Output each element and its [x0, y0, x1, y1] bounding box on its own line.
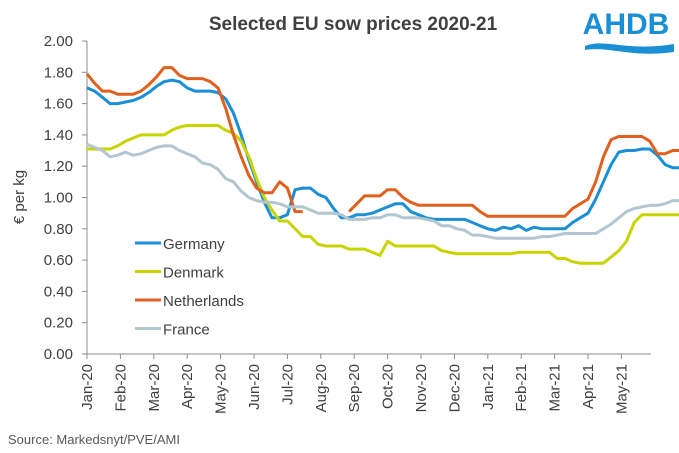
x-tick-label: Mar-21	[547, 364, 564, 412]
series-line-france	[86, 142, 679, 240]
chart-title: Selected EU sow prices 2020-21	[209, 14, 498, 35]
y-tick-label: 1.80	[44, 64, 73, 81]
x-tick-label: Nov-20	[413, 364, 430, 412]
y-tick-label: 0.40	[44, 283, 73, 300]
x-tick-label: Jan-21	[480, 364, 497, 410]
y-axis-title: € per kg	[11, 170, 28, 224]
x-tick-label: Apr-20	[179, 364, 196, 409]
logo-text: AHDB	[583, 8, 670, 41]
logo-wave-icon	[585, 43, 674, 54]
x-axis: Jan-20 Feb-20 Mar-20 Apr-20 May-20 Jun-20 Jul-…	[79, 353, 651, 414]
source-note: Source: Markedsnyt/PVE/AMI	[8, 432, 180, 447]
x-tick-label: May-21	[613, 364, 630, 414]
y-tick-label: 0.60	[44, 252, 73, 269]
series-line-denmark	[87, 124, 679, 265]
y-tick-label: 0.20	[44, 315, 73, 332]
y-axis: 0.00 0.20 0.40 0.60 0.80 1.00 1.20 1.40 1.60 1.80…	[44, 33, 88, 363]
x-tick-label: Aug-20	[313, 364, 330, 412]
x-tick-label: Oct-20	[380, 364, 397, 409]
legend-label-denmark: Denmark	[163, 265, 224, 282]
y-tick-label: 0.00	[44, 346, 73, 363]
series-line-germany	[86, 78, 679, 232]
x-tick-label: Jan-20	[79, 364, 96, 410]
x-tick-label: Sep-20	[346, 364, 363, 412]
x-tick-label: Feb-21	[513, 364, 530, 412]
x-tick-label: Jul-20	[279, 364, 296, 405]
x-tick-label: Mar-20	[146, 364, 163, 412]
series-line-netherlands	[85, 66, 679, 218]
x-tick-label: Apr-21	[580, 364, 597, 409]
y-tick-label: 1.00	[44, 190, 73, 207]
y-tick-label: 1.40	[44, 127, 73, 144]
y-tick-label: 1.60	[44, 96, 73, 113]
y-tick-label: 1.20	[44, 158, 73, 175]
x-tick-label: May-20	[213, 364, 230, 414]
y-tick-label: 0.80	[44, 221, 73, 238]
ahdb-logo: AHDB	[583, 8, 674, 54]
legend-label-netherlands: Netherlands	[163, 293, 244, 310]
legend-label-germany: Germany	[163, 236, 225, 253]
legend-label-france: France	[163, 322, 210, 339]
x-tick-label: Dec-20	[446, 364, 463, 412]
x-tick-label: Feb-20	[112, 364, 129, 412]
legend: Germany Denmark Netherlands France	[135, 236, 244, 339]
series-lines	[85, 66, 679, 265]
y-tick-label: 2.00	[44, 33, 73, 50]
x-tick-label: Jun-20	[246, 364, 263, 410]
